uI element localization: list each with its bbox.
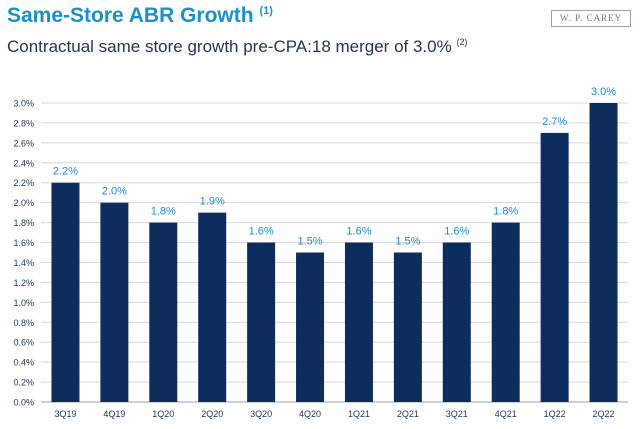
chart-title-text: Same-Store ABR Growth bbox=[7, 4, 254, 27]
bar bbox=[100, 202, 129, 402]
data-label: 1.9% bbox=[200, 196, 225, 208]
y-tick-label: 1.6% bbox=[13, 238, 34, 248]
x-tick-label: 4Q20 bbox=[299, 409, 321, 419]
bar bbox=[540, 132, 569, 402]
data-label: 1.6% bbox=[346, 226, 371, 238]
bar bbox=[51, 182, 80, 402]
y-tick-label: 2.8% bbox=[13, 118, 34, 128]
y-tick-label: 0.2% bbox=[13, 378, 34, 388]
bar bbox=[442, 242, 471, 402]
x-tick-label: 1Q20 bbox=[152, 409, 174, 419]
data-label: 1.6% bbox=[249, 226, 274, 238]
x-tick-label: 2Q20 bbox=[201, 409, 223, 419]
y-tick-label: 1.8% bbox=[13, 218, 34, 228]
subtitle-footnote: (2) bbox=[456, 37, 468, 47]
x-tick-label: 2Q21 bbox=[397, 409, 419, 419]
chart-title: Same-Store ABR Growth (1) bbox=[7, 4, 273, 28]
x-tick-label: 4Q21 bbox=[495, 409, 517, 419]
y-tick-label: 2.4% bbox=[13, 158, 34, 168]
chart-subtitle: Contractual same store growth pre-CPA:18… bbox=[7, 37, 467, 57]
bar bbox=[149, 222, 178, 402]
y-tick-label: 1.2% bbox=[13, 278, 34, 288]
data-label: 1.5% bbox=[298, 236, 323, 248]
y-tick-label: 3.0% bbox=[13, 99, 34, 109]
data-label: 2.0% bbox=[102, 186, 127, 198]
bar bbox=[344, 242, 373, 402]
chart-subtitle-text: Contractual same store growth pre-CPA:18… bbox=[7, 37, 452, 56]
bar bbox=[296, 252, 325, 402]
bar bbox=[393, 252, 422, 402]
x-tick-label: 3Q21 bbox=[446, 409, 468, 419]
x-tick-label: 2Q22 bbox=[593, 409, 615, 419]
x-tick-label: 3Q20 bbox=[250, 409, 272, 419]
y-tick-label: 1.0% bbox=[13, 298, 34, 308]
y-tick-label: 2.6% bbox=[13, 138, 34, 148]
bar bbox=[247, 242, 276, 402]
bar bbox=[198, 212, 227, 402]
data-label: 2.2% bbox=[53, 166, 78, 178]
data-label: 1.6% bbox=[444, 226, 469, 238]
bar bbox=[491, 222, 520, 402]
y-tick-label: 0.8% bbox=[13, 318, 34, 328]
y-tick-label: 0.4% bbox=[13, 358, 34, 368]
y-tick-label: 0.6% bbox=[13, 338, 34, 348]
data-label: 1.8% bbox=[151, 206, 176, 218]
y-tick-label: 0.0% bbox=[13, 398, 34, 408]
bar bbox=[589, 103, 618, 402]
y-tick-label: 2.0% bbox=[13, 198, 34, 208]
x-tick-label: 3Q19 bbox=[54, 409, 76, 419]
data-label: 2.7% bbox=[542, 116, 567, 128]
data-label: 3.0% bbox=[591, 86, 616, 98]
x-tick-label: 1Q21 bbox=[348, 409, 370, 419]
x-tick-label: 1Q22 bbox=[544, 409, 566, 419]
title-footnote: (1) bbox=[259, 5, 273, 17]
data-label: 1.5% bbox=[395, 236, 420, 248]
x-tick-label: 4Q19 bbox=[103, 409, 125, 419]
y-tick-label: 1.4% bbox=[13, 258, 34, 268]
data-label: 1.8% bbox=[493, 206, 518, 218]
y-tick-label: 2.2% bbox=[13, 178, 34, 188]
company-logo: W. P. CAREY bbox=[551, 10, 631, 27]
